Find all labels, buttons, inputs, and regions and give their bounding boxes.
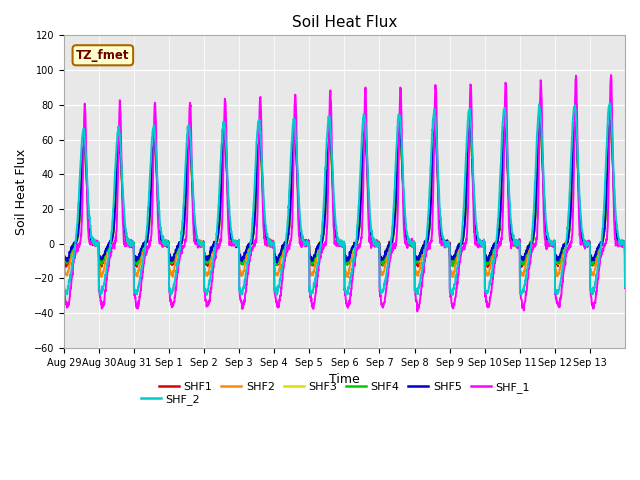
SHF5 <box>514 242 522 248</box>
SHF4 <box>116 147 124 153</box>
SHF5 <box>116 143 124 148</box>
SHF1 <box>546 243 554 249</box>
SHF4 <box>621 253 629 259</box>
Line: SHF2: SHF2 <box>64 130 625 277</box>
SHF3 <box>60 252 68 257</box>
SHF1 <box>514 242 522 248</box>
SHF4 <box>60 253 68 259</box>
Line: SHF_1: SHF_1 <box>64 75 625 312</box>
SHF_1 <box>378 303 386 309</box>
SHF_1 <box>237 298 244 304</box>
SHF2 <box>621 264 629 270</box>
SHF3 <box>621 252 629 258</box>
Title: Soil Heat Flux: Soil Heat Flux <box>292 15 397 30</box>
SHF_2 <box>273 292 280 298</box>
SHF2 <box>237 271 244 276</box>
SHF4 <box>514 244 522 250</box>
SHF5 <box>607 118 614 124</box>
SHF2 <box>514 240 522 245</box>
SHF_2 <box>378 289 386 295</box>
SHF_1 <box>413 309 421 314</box>
SHF3 <box>378 258 386 264</box>
Text: TZ_fmet: TZ_fmet <box>76 49 130 62</box>
SHF_2 <box>237 288 244 294</box>
SHF2 <box>545 240 553 246</box>
SHF_1 <box>116 97 124 103</box>
Line: SHF1: SHF1 <box>64 125 625 267</box>
SHF2 <box>60 263 68 268</box>
SHF5 <box>621 254 629 260</box>
SHF1 <box>116 144 124 149</box>
Legend: SHF_2: SHF_2 <box>137 390 205 409</box>
Line: SHF3: SHF3 <box>64 128 625 264</box>
SHF1 <box>237 258 244 264</box>
SHF5 <box>614 238 621 243</box>
Y-axis label: Soil Heat Flux: Soil Heat Flux <box>15 148 28 235</box>
SHF3 <box>237 257 244 263</box>
SHF_1 <box>607 72 615 78</box>
SHF2 <box>116 152 124 157</box>
SHF2 <box>614 237 621 243</box>
SHF_1 <box>545 240 553 246</box>
SHF3 <box>116 147 124 153</box>
SHF1 <box>484 264 492 270</box>
SHF3 <box>514 243 522 249</box>
SHF4 <box>545 240 553 245</box>
SHF3 <box>614 236 621 241</box>
SHF4 <box>572 121 579 127</box>
SHF3 <box>273 261 280 267</box>
SHF4 <box>449 264 456 269</box>
SHF4 <box>237 260 244 266</box>
SHF5 <box>378 256 386 262</box>
SHF2 <box>572 127 579 133</box>
SHF_2 <box>614 229 621 235</box>
SHF_2 <box>545 239 553 245</box>
SHF2 <box>378 270 386 276</box>
Line: SHF4: SHF4 <box>64 124 625 266</box>
SHF1 <box>614 236 621 241</box>
SHF_2 <box>606 100 614 106</box>
SHF_1 <box>514 245 522 251</box>
SHF_2 <box>621 284 629 289</box>
SHF3 <box>607 125 614 131</box>
SHF1 <box>378 259 386 265</box>
SHF_2 <box>116 132 124 137</box>
SHF_1 <box>60 284 68 290</box>
SHF5 <box>237 255 244 261</box>
SHF2 <box>449 275 456 280</box>
SHF_2 <box>514 239 522 244</box>
SHF1 <box>621 255 629 261</box>
SHF_1 <box>621 285 629 291</box>
Line: SHF5: SHF5 <box>64 121 625 263</box>
SHF1 <box>536 122 544 128</box>
X-axis label: Time: Time <box>329 373 360 386</box>
SHF1 <box>60 255 68 261</box>
SHF4 <box>378 258 386 264</box>
SHF5 <box>545 240 553 246</box>
SHF4 <box>614 236 621 242</box>
SHF_2 <box>60 288 68 294</box>
SHF5 <box>60 251 68 257</box>
SHF_1 <box>614 239 621 245</box>
Line: SHF_2: SHF_2 <box>64 103 625 295</box>
SHF5 <box>273 260 281 265</box>
SHF3 <box>545 241 553 247</box>
